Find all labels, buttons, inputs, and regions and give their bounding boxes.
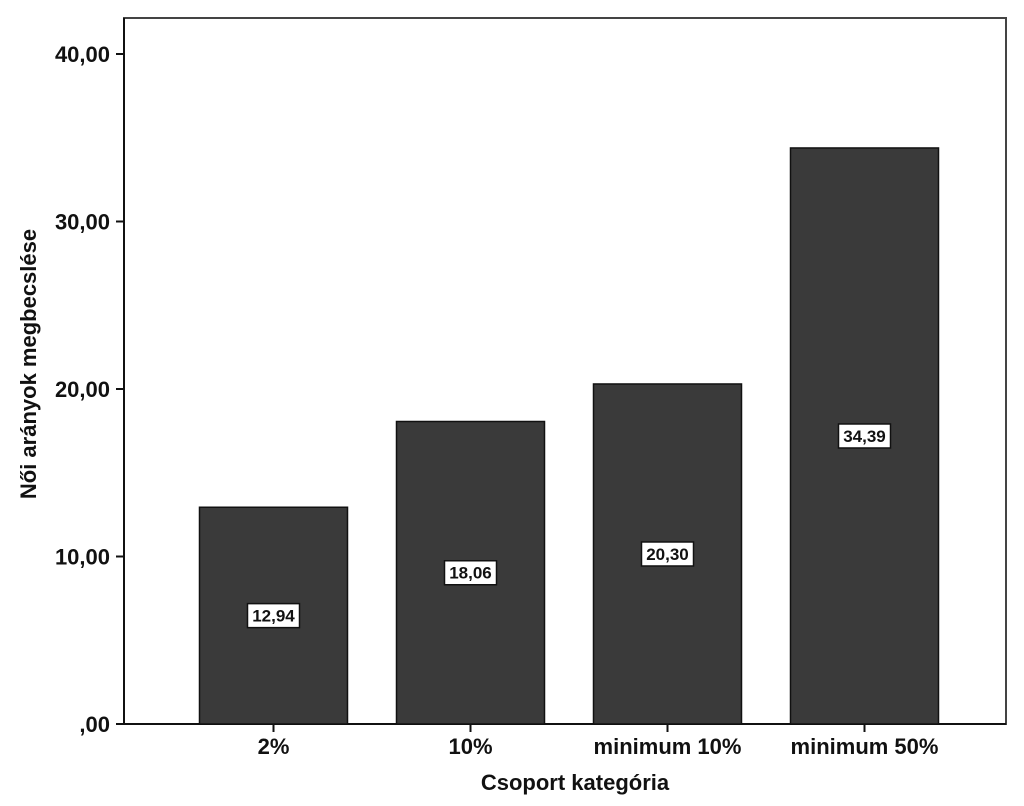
x-axis-ticks: 2% 10% minimum 10% minimum 50% bbox=[258, 724, 939, 759]
data-label: 18,06 bbox=[449, 564, 492, 583]
data-label: 34,39 bbox=[843, 427, 886, 446]
x-tick-label: 10% bbox=[448, 734, 492, 759]
y-axis-title: Női arányok megbecslése bbox=[16, 229, 41, 499]
x-tick-label: minimum 10% bbox=[594, 734, 742, 759]
data-label-box bbox=[246, 602, 301, 629]
data-label: 12,94 bbox=[252, 607, 295, 626]
y-tick-label: 30,00 bbox=[55, 210, 110, 235]
x-axis-title: Csoport kategória bbox=[481, 770, 670, 795]
y-tick-label: ,00 bbox=[79, 712, 110, 737]
data-label: 20,30 bbox=[646, 545, 689, 564]
x-tick-label: minimum 50% bbox=[791, 734, 939, 759]
y-axis-ticks: ,00 10,00 20,00 30,00 40,00 bbox=[55, 42, 124, 737]
data-label-box bbox=[443, 559, 498, 586]
y-tick-label: 20,00 bbox=[55, 377, 110, 402]
x-tick-label: 2% bbox=[258, 734, 290, 759]
bars: 12,94 18,06 20,30 34,39 bbox=[198, 147, 940, 725]
data-label-box bbox=[837, 423, 892, 449]
y-tick-label: 40,00 bbox=[55, 42, 110, 67]
y-tick-label: 10,00 bbox=[55, 545, 110, 570]
data-label-box bbox=[640, 541, 695, 567]
